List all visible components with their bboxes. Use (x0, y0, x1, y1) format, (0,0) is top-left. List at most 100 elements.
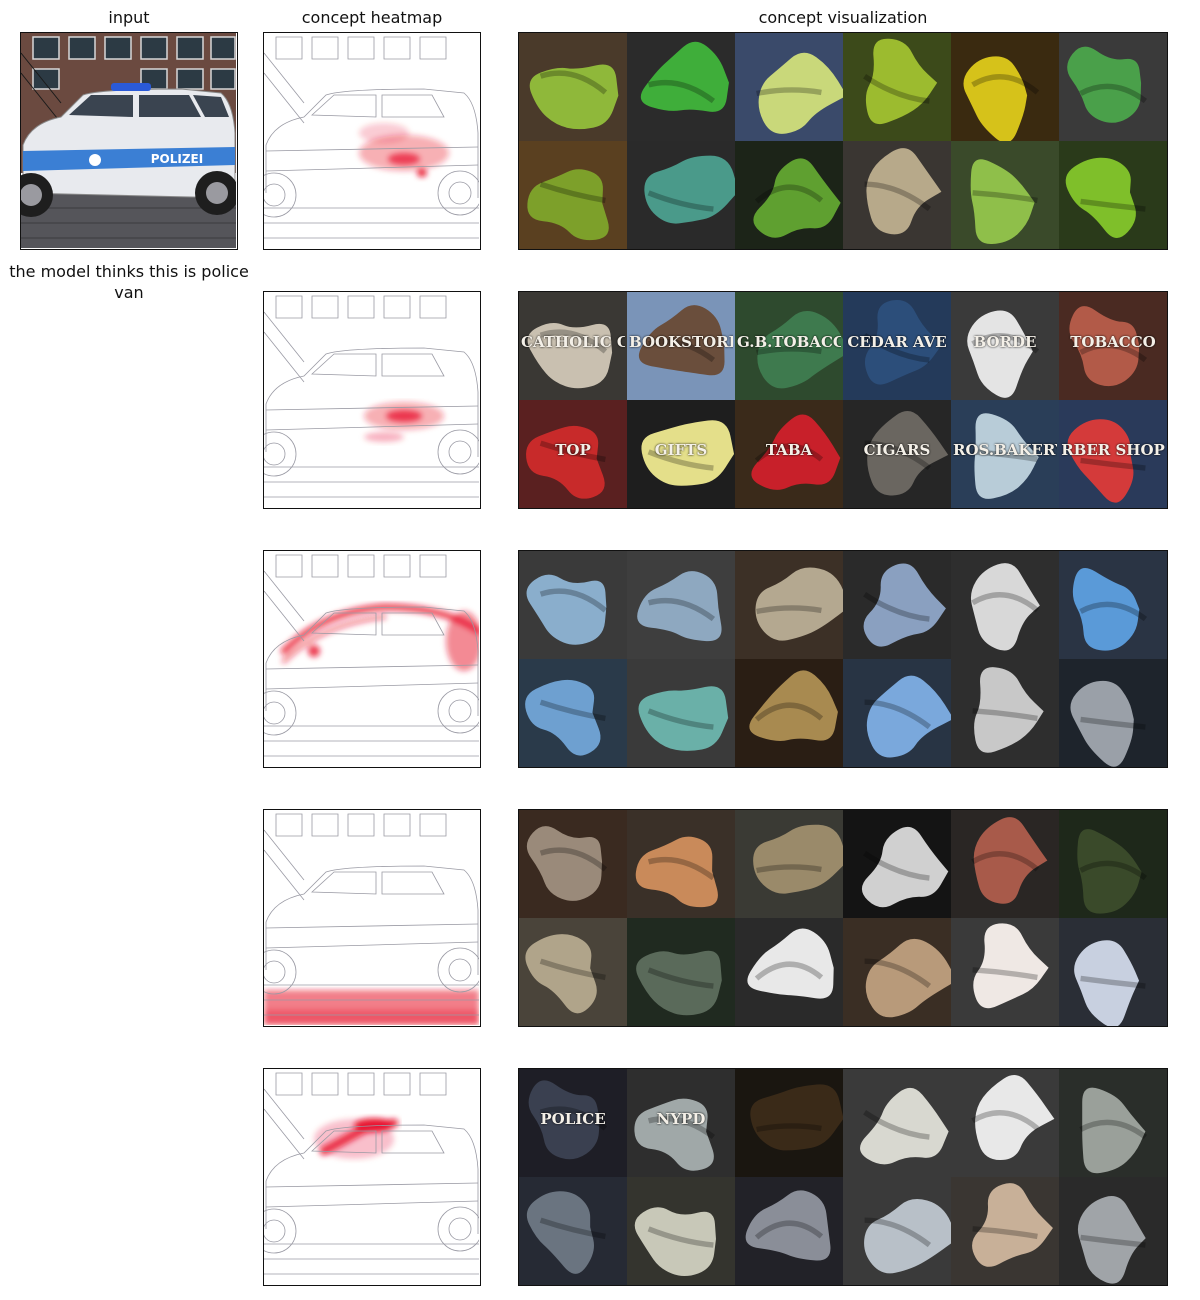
concept-patch (1069, 306, 1140, 387)
concept-tile (519, 659, 627, 767)
concept-visualization-5: POLICE NYPD (518, 1068, 1168, 1286)
edge-outline (264, 36, 479, 239)
concept-tile (1059, 141, 1167, 249)
concept-tile (1059, 1069, 1167, 1177)
concept-patch (863, 563, 946, 647)
concept-patch (750, 1084, 843, 1151)
concept-tile (735, 551, 843, 659)
concept-patch (526, 574, 607, 645)
concept-patch (972, 1183, 1053, 1267)
concept-tile: TOP (519, 400, 627, 508)
concept-tile (735, 141, 843, 249)
tile-text: BORDE (973, 333, 1037, 352)
edge-outline (264, 554, 479, 757)
tile-text: CEDAR AVE (847, 333, 947, 352)
concept-tile (519, 33, 627, 141)
concept-visualization-3 (518, 550, 1168, 768)
tile-text: CIGARS (863, 441, 931, 460)
tile-text: BOOKSTORE (629, 333, 733, 352)
concept-patch (864, 1199, 951, 1274)
concept-tile (843, 918, 951, 1026)
concept-patch (758, 52, 843, 134)
concept-tile (627, 551, 735, 659)
concept-patch (973, 817, 1048, 904)
concept-patch (1074, 940, 1140, 1026)
concept-patch (1070, 680, 1134, 767)
tile-text: RBER SHOP (1061, 441, 1165, 460)
concept-heatmap-4 (263, 809, 481, 1027)
concept-tile: BOOKSTORE (627, 292, 735, 400)
concept-tile (519, 551, 627, 659)
input-image: POLIZEI (20, 32, 238, 250)
concept-tile (1059, 659, 1167, 767)
concept-patch (635, 836, 718, 908)
concept-patch (866, 675, 951, 758)
concept-tile: RBER SHOP (1059, 400, 1167, 508)
concept-patch (751, 414, 841, 490)
concept-patch (974, 667, 1044, 753)
concept-heatmap-2 (263, 291, 481, 509)
concept-visualization-4 (518, 809, 1168, 1027)
concept-patch (974, 413, 1039, 499)
heat-region (364, 402, 444, 442)
edge-outline (264, 1072, 479, 1275)
concept-heatmap-3 (263, 550, 481, 768)
concept-tile (951, 1069, 1059, 1177)
concept-tile (735, 33, 843, 141)
concept-patch (963, 56, 1028, 141)
concept-tile (951, 141, 1059, 249)
concept-patch (1082, 1087, 1146, 1174)
concept-tile (519, 918, 627, 1026)
concept-patch (757, 311, 843, 389)
heat-region (264, 990, 479, 1025)
concept-tile: POLICE (519, 1069, 627, 1177)
concept-tile (951, 551, 1059, 659)
concept-patch (866, 148, 942, 235)
concept-patch (1077, 1196, 1146, 1284)
concept-patch (527, 323, 613, 389)
concept-patch (1077, 829, 1142, 914)
concept-patch (745, 1190, 831, 1261)
concept-patch (638, 686, 729, 751)
visualization-column-title: concept visualization (758, 8, 928, 27)
tile-text: CATHOLIC C (521, 333, 625, 352)
concept-tile (627, 810, 735, 918)
concept-tile (951, 659, 1059, 767)
concept-tile (951, 810, 1059, 918)
concept-tile (843, 1069, 951, 1177)
concept-tile (843, 1177, 951, 1285)
tile-text: TOP (555, 441, 591, 460)
concept-tile (735, 810, 843, 918)
concept-tile: NYPD (627, 1069, 735, 1177)
concept-patch (864, 299, 943, 385)
polizei-lettering: POLIZEI (151, 152, 203, 166)
concept-patch (527, 169, 609, 241)
concept-tile (627, 1177, 735, 1285)
concept-tile (1059, 551, 1167, 659)
concept-tile (843, 33, 951, 141)
concept-tile (843, 810, 951, 918)
concept-patch (526, 1191, 594, 1274)
concept-tile (843, 551, 951, 659)
concept-patch (526, 425, 605, 499)
concept-patch (634, 1098, 714, 1171)
concept-patch (753, 158, 841, 238)
concept-patch (975, 1075, 1055, 1161)
concept-patch (1067, 419, 1134, 503)
tile-text: G.B.TOBACCO (737, 333, 841, 352)
concept-tile: TOBACCO (1059, 292, 1167, 400)
concept-patch (638, 305, 725, 376)
tile-text: TABA (765, 441, 813, 460)
concept-patch (525, 679, 601, 756)
concept-patch (641, 420, 735, 486)
concept-visualization-1 (518, 32, 1168, 250)
input-column-title: input (108, 8, 150, 27)
concept-tile (1059, 33, 1167, 141)
concept-patch (636, 950, 722, 1016)
heat-region (280, 603, 479, 671)
concept-patch (970, 563, 1040, 651)
tile-text: GIFTS (654, 441, 708, 460)
concept-patch (753, 824, 843, 894)
concept-tile (627, 141, 735, 249)
